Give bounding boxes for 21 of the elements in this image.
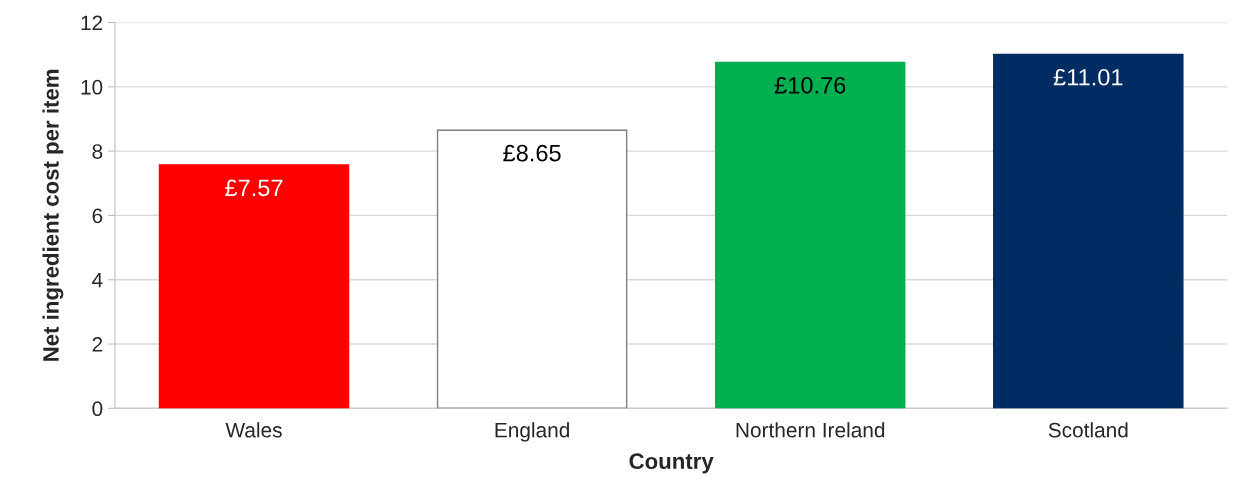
y-tick-label: 10 bbox=[81, 79, 103, 95]
x-tick-label: England bbox=[495, 422, 569, 442]
y-axis-title: Net ingredient cost per item bbox=[42, 69, 64, 361]
bar bbox=[993, 53, 1184, 409]
y-tick-label: 2 bbox=[92, 337, 103, 352]
data-label: £8.65 bbox=[503, 144, 561, 162]
bar bbox=[158, 164, 350, 409]
x-tick-label: Northern Ireland bbox=[736, 422, 885, 438]
data-label: £10.76 bbox=[774, 76, 846, 94]
y-tick-label: 4 bbox=[92, 272, 103, 288]
x-axis-title: Country bbox=[629, 453, 714, 474]
y-tick-label: 0 bbox=[92, 401, 103, 417]
data-label: £7.57 bbox=[225, 179, 283, 197]
data-label: £11.01 bbox=[1053, 68, 1123, 86]
y-tick-label: 6 bbox=[92, 208, 103, 224]
y-tick-label: 12 bbox=[81, 15, 103, 31]
y-tick-label: 8 bbox=[92, 144, 103, 159]
bar bbox=[714, 61, 906, 409]
x-tick-label: Scotland bbox=[1048, 422, 1128, 438]
x-tick-label: Wales bbox=[225, 422, 282, 438]
bar bbox=[436, 129, 628, 409]
